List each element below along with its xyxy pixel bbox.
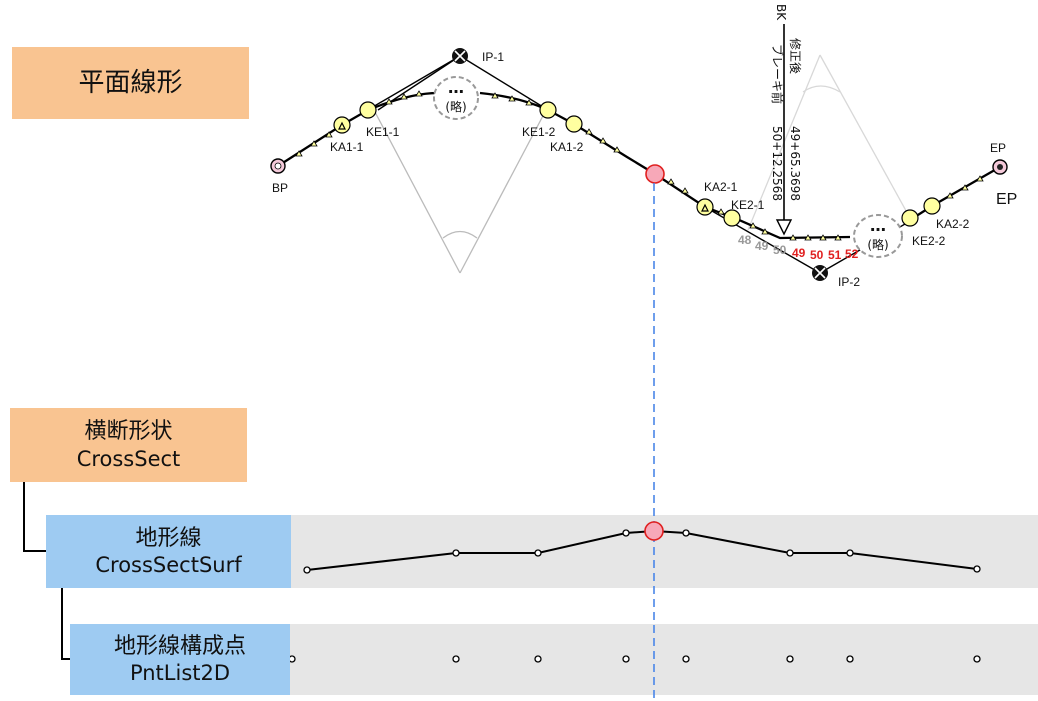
label-ke2-2: KE2-2 [912, 234, 946, 248]
omitted-label-1: (略) [445, 99, 466, 114]
terrain-line-label: 地形線 [135, 525, 202, 551]
terrain-line-box: 地形線 CrossSectSurf [46, 515, 291, 588]
point-ka1-2 [565, 115, 583, 133]
current-section-point [645, 164, 665, 184]
ip1-marker [452, 48, 468, 64]
omitted-cloud-1 [433, 76, 479, 120]
station-new-50: 50 [810, 248, 824, 262]
terrain-line-band [291, 515, 1038, 588]
point-ka1-1 [333, 116, 351, 134]
terrain-points-band [290, 624, 1038, 695]
break-before-label: ブレーキ前 [770, 44, 785, 104]
connector-cross-to-surf [23, 482, 46, 552]
terrain-points-class: PntList2D [129, 661, 231, 686]
point-ka2-2 [923, 197, 941, 215]
label-ke2-1: KE2-1 [731, 198, 765, 212]
station-old-48: 48 [738, 233, 752, 247]
label-ke1-1: KE1-1 [366, 125, 400, 139]
break-arrow [775, 219, 793, 236]
ka2-1-inner-mark [701, 203, 709, 212]
label-ka2-2: KA2-2 [936, 217, 970, 231]
terrain-line-points [303, 529, 981, 574]
label-ka1-1: KA1-1 [330, 140, 364, 154]
station-new-51: 51 [828, 248, 842, 262]
point-ke2-2 [901, 209, 919, 227]
point-list-points [288, 655, 981, 663]
station-old-49: 49 [755, 239, 769, 253]
connector-surf-to-points [61, 588, 70, 660]
point-ka2-1 [696, 198, 714, 216]
terrain-points-label: 地形線構成点 [113, 633, 246, 659]
label-ka1-2: KA1-2 [550, 140, 584, 154]
station-new-49: 49 [792, 246, 806, 260]
label-ep-big: EP [996, 191, 1017, 208]
curve1-construction [374, 111, 546, 274]
break-after-value: 49+65.3698 [788, 126, 802, 201]
cross-section-label: 横断形状 [84, 419, 173, 445]
plan-alignment-label: 平面線形 [78, 67, 183, 98]
label-ka2-1: KA2-1 [704, 180, 738, 194]
omitted-dots-2: … [870, 216, 886, 235]
plan-alignment-box: 平面線形 [12, 47, 249, 119]
label-ep: EP [990, 141, 1006, 155]
break-before-value: 50+12.2568 [770, 126, 784, 201]
alignment-line [277, 91, 1001, 240]
station-markers [295, 90, 984, 241]
label-ke1-2: KE1-2 [522, 125, 556, 139]
break-after-label: 修正後 [788, 38, 803, 74]
omitted-label-2: (略) [867, 237, 888, 252]
terrain-points-box: 地形線構成点 PntList2D [70, 624, 290, 695]
point-ke2-1 [723, 209, 741, 227]
point-ke1-2 [539, 101, 557, 119]
break-bk-label: BK [774, 4, 788, 21]
point-ke1-1 [359, 101, 377, 119]
terrain-line-class: CrossSectSurf [95, 553, 242, 578]
label-ip2: IP-2 [838, 275, 860, 289]
omitted-cloud-2 [853, 214, 903, 258]
ip2-marker [812, 265, 828, 281]
cross-section-box: 横断形状 CrossSect [10, 408, 247, 482]
station-new-52: 52 [845, 247, 859, 261]
key-points [333, 101, 941, 227]
label-ip1: IP-1 [482, 50, 504, 64]
label-bp: BP [272, 181, 288, 195]
station-old-50: 50 [773, 243, 787, 257]
terrain-current-point [644, 521, 664, 541]
cross-section-class: CrossSect [76, 446, 181, 471]
omitted-dots-1: … [448, 78, 464, 97]
ka1-1-inner-mark [338, 121, 346, 130]
